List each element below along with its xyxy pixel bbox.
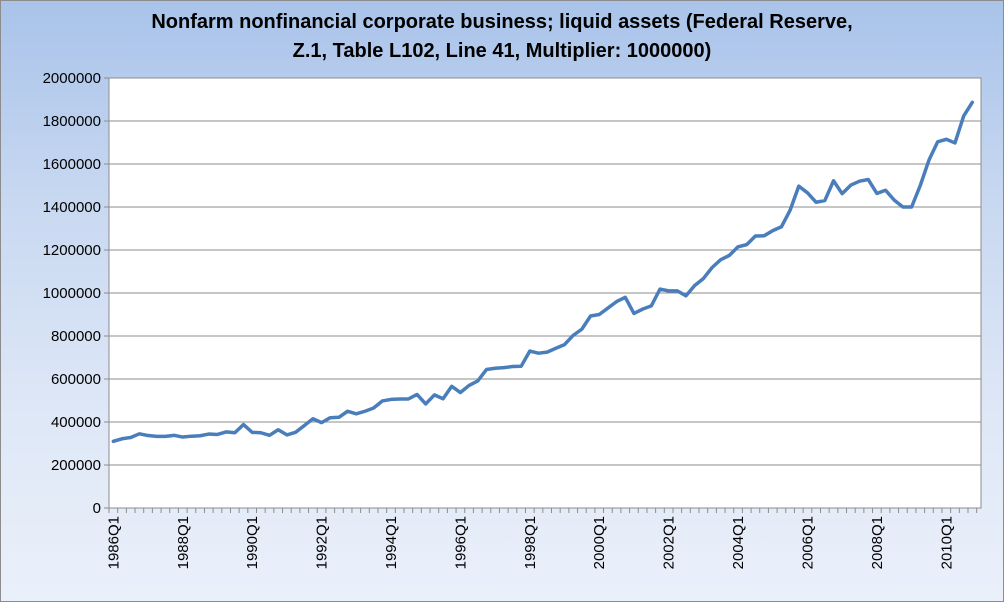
- x-tick-label: 1986Q1: [105, 516, 122, 569]
- x-tick-label: 1992Q1: [314, 516, 331, 569]
- x-tick-label: 1994Q1: [383, 516, 400, 569]
- x-tick-label: 2002Q1: [661, 516, 678, 569]
- chart-title-line-2: Z.1, Table L102, Line 41, Multiplier: 10…: [292, 40, 712, 62]
- y-tick-label: 400000: [51, 414, 101, 431]
- x-tick-label: 2004Q1: [730, 516, 747, 569]
- x-tick-label: 2010Q1: [938, 516, 955, 569]
- chart-title: Nonfarm nonfinancial corporate business;…: [0, 8, 1004, 66]
- y-tick-label: 200000: [51, 457, 101, 474]
- gridlines: [109, 120, 981, 466]
- y-tick-label: 1600000: [43, 156, 101, 173]
- x-axis: 1986Q1 1988Q1 1990Q1 1992Q1 1994Q1 1996Q1 1998…: [105, 508, 978, 569]
- series-group: [111, 100, 975, 444]
- y-tick-label: 1000000: [43, 285, 101, 302]
- y-tick-label: 1200000: [43, 242, 101, 259]
- y-tick-label: 1800000: [43, 113, 101, 130]
- x-tick-label: 1996Q1: [452, 516, 469, 569]
- y-tick-label: 800000: [51, 328, 101, 345]
- x-tick-label: 2000Q1: [591, 516, 608, 569]
- x-tick-label: 1998Q1: [522, 516, 539, 569]
- chart-title-line-1: Nonfarm nonfinancial corporate business;…: [151, 11, 853, 33]
- y-tick-label: 600000: [51, 371, 101, 388]
- y-tick-label: 0: [93, 500, 101, 517]
- x-tick-label: 2008Q1: [869, 516, 886, 569]
- y-tick-label: 1400000: [43, 199, 101, 216]
- series-line: [111, 100, 975, 444]
- y-axis: 0 200000 400000 600000 800000 1000000 1200000 1…: [43, 70, 109, 517]
- x-tick-label: 2006Q1: [799, 516, 816, 569]
- y-tick-label: 2000000: [43, 70, 101, 87]
- x-tick-label: 1988Q1: [175, 516, 192, 569]
- x-tick-label: 1990Q1: [244, 516, 261, 569]
